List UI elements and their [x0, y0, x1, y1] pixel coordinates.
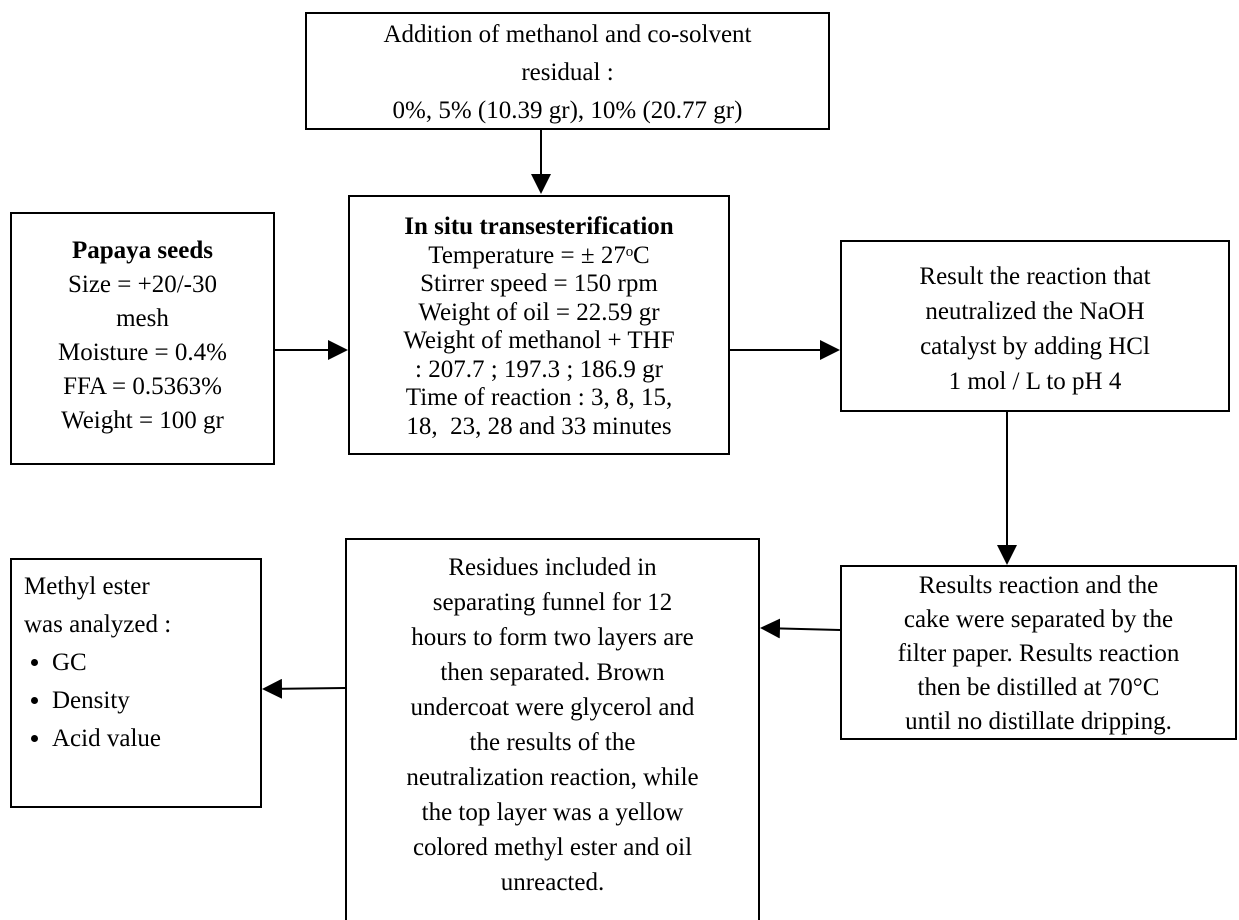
node-line: 1 mol / L to pH 4 [948, 368, 1122, 395]
node-line: cake were separated by the [903, 606, 1174, 633]
node-line: Moisture = 0.4% [58, 339, 227, 366]
node-line: mesh [116, 305, 169, 332]
node-line: then be distilled at 70°C [917, 674, 1160, 701]
node-line: until no distillate dripping. [905, 708, 1172, 735]
bullet-item: Acid value [52, 720, 260, 758]
node-line: catalyst by adding HCl [920, 333, 1150, 360]
node-line: neutralization reaction, while [406, 764, 699, 791]
node-title: In situ transesterification [404, 213, 674, 240]
node-line: residual : [521, 59, 614, 86]
node-line: Methyl ester [24, 573, 150, 600]
node-line: the top layer was a yellow [421, 799, 684, 826]
node-line: separating funnel for 12 [432, 589, 673, 616]
node-line: neutralized the NaOH [925, 298, 1145, 325]
node-line: Residues included in [448, 554, 657, 581]
node-line: filter paper. Results reaction [897, 640, 1180, 667]
node-box: Residues included in separating funnel fo… [345, 538, 760, 920]
arrow [262, 678, 346, 699]
node-line: Size = +20/-30 [67, 271, 217, 298]
node-line: Addition of methanol and co-solvent [383, 21, 752, 48]
node-line: hours to form two layers are [411, 624, 694, 651]
arrow-group [262, 130, 1017, 699]
node-line: 0%, 5% (10.39 gr), 10% (20.77 gr) [392, 97, 743, 124]
node-line: FFA = 0.5363% [63, 373, 222, 400]
node-line: then separated. Brown [440, 659, 665, 686]
node-box: Methyl ester was analyzed : GCDensityAcid … [10, 558, 262, 808]
node-line: unreacted. [500, 869, 605, 896]
node-title: Papaya seeds [72, 237, 213, 264]
node-box: In situ transesterification Temperature =… [348, 195, 730, 455]
node-line: colored methyl ester and oil [412, 834, 693, 861]
bullet-item: Density [52, 682, 260, 720]
node-line: Weight of methanol + THF [403, 327, 675, 354]
node-line: was analyzed : [24, 611, 172, 638]
node-box: Result the reaction that neutralized the … [840, 240, 1230, 412]
node-line: the results of the [469, 729, 636, 756]
node-box: Results reaction and the cake were separa… [840, 565, 1237, 740]
bullet-item: GC [52, 644, 260, 682]
node-line: Temperature = ± 27ᵒC [428, 241, 650, 269]
arrow [760, 618, 841, 639]
node-line: undercoat were glycerol and [410, 694, 695, 721]
node-line: : 207.7 ; 197.3 ; 186.9 gr [415, 355, 663, 383]
node-line: Results reaction and the [918, 572, 1159, 599]
node-line: Weight = 100 gr [61, 407, 224, 434]
node-box: Papaya seeds Size = +20/-30 mesh Moisture =… [10, 212, 275, 465]
node-line: Weight of oil = 22.59 gr [418, 298, 660, 326]
node-line: Time of reaction : 3, 8, 15, [405, 384, 673, 411]
node-line: Stirrer speed = 150 rpm [420, 270, 658, 297]
node-line: Result the reaction that [919, 263, 1151, 290]
node-box: Addition of methanol and co-solvent resid… [305, 12, 830, 130]
bullet-list: GCDensityAcid value [24, 644, 260, 758]
node-line: 18, 23, 28 and 33 minutes [406, 412, 672, 440]
